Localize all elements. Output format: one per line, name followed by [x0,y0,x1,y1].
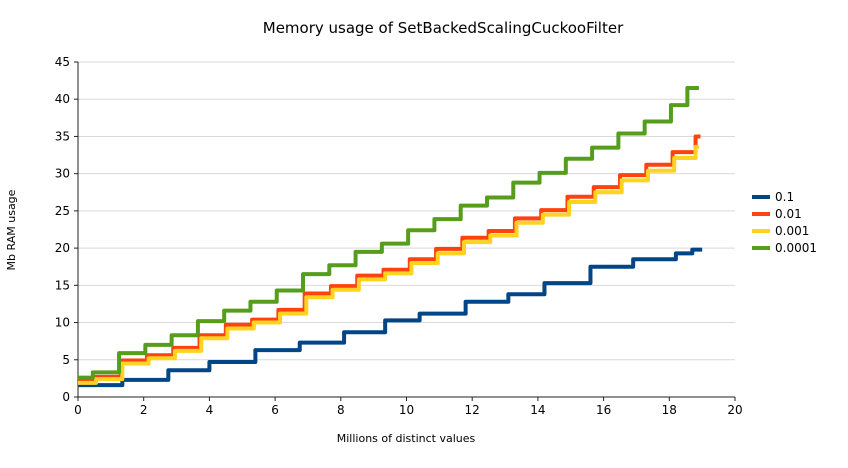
x-tick-label: 0 [74,403,82,417]
y-tick-label: 35 [55,129,70,143]
y-tick-label: 10 [55,316,70,330]
axes [74,61,736,401]
legend-item-0.1: 0.1 [752,190,794,204]
x-tick-label: 2 [140,403,148,417]
legend-item-0.0001: 0.0001 [752,241,817,255]
gridlines [78,61,735,398]
y-tick-label: 5 [62,353,70,367]
y-tick-label: 45 [55,55,70,69]
y-tick-label: 20 [55,241,70,255]
y-tick-label: 15 [55,278,70,292]
chart-title: Memory usage of SetBackedScalingCuckooFi… [263,19,624,37]
series-line-0.0001 [78,86,699,380]
series-lines [78,86,703,388]
series-line-0.1 [78,247,703,388]
legend-label-0.0001: 0.0001 [775,241,817,255]
legend-item-0.001: 0.001 [752,224,809,238]
x-tick-label: 20 [727,403,742,417]
legend: 0.1 0.01 0.001 0.0001 [752,190,817,255]
x-tick-label: 8 [337,403,345,417]
x-tick-label: 10 [399,403,414,417]
series-line-0.01 [78,134,701,383]
y-tick-label: 40 [55,92,70,106]
legend-item-0.01: 0.01 [752,207,802,221]
x-tick-label: 18 [662,403,677,417]
legend-label-0.001: 0.001 [775,224,809,238]
legend-label-0.1: 0.1 [775,190,794,204]
y-axis-title: Mb RAM usage [5,189,18,270]
y-tick-label: 0 [62,390,70,404]
tick-labels: 0 2 4 6 8 10 12 14 16 18 20 0 5 10 15 20 25 30 35 40 45 [55,55,743,417]
x-tick-label: 14 [530,403,545,417]
x-tick-label: 4 [206,403,214,417]
x-tick-label: 12 [465,403,480,417]
y-tick-label: 30 [55,167,70,181]
x-tick-label: 6 [271,403,279,417]
series-line-0.001 [78,144,699,385]
x-axis-title: Millions of distinct values [337,432,476,445]
x-tick-label: 16 [596,403,611,417]
legend-label-0.01: 0.01 [775,207,802,221]
y-tick-label: 25 [55,204,70,218]
